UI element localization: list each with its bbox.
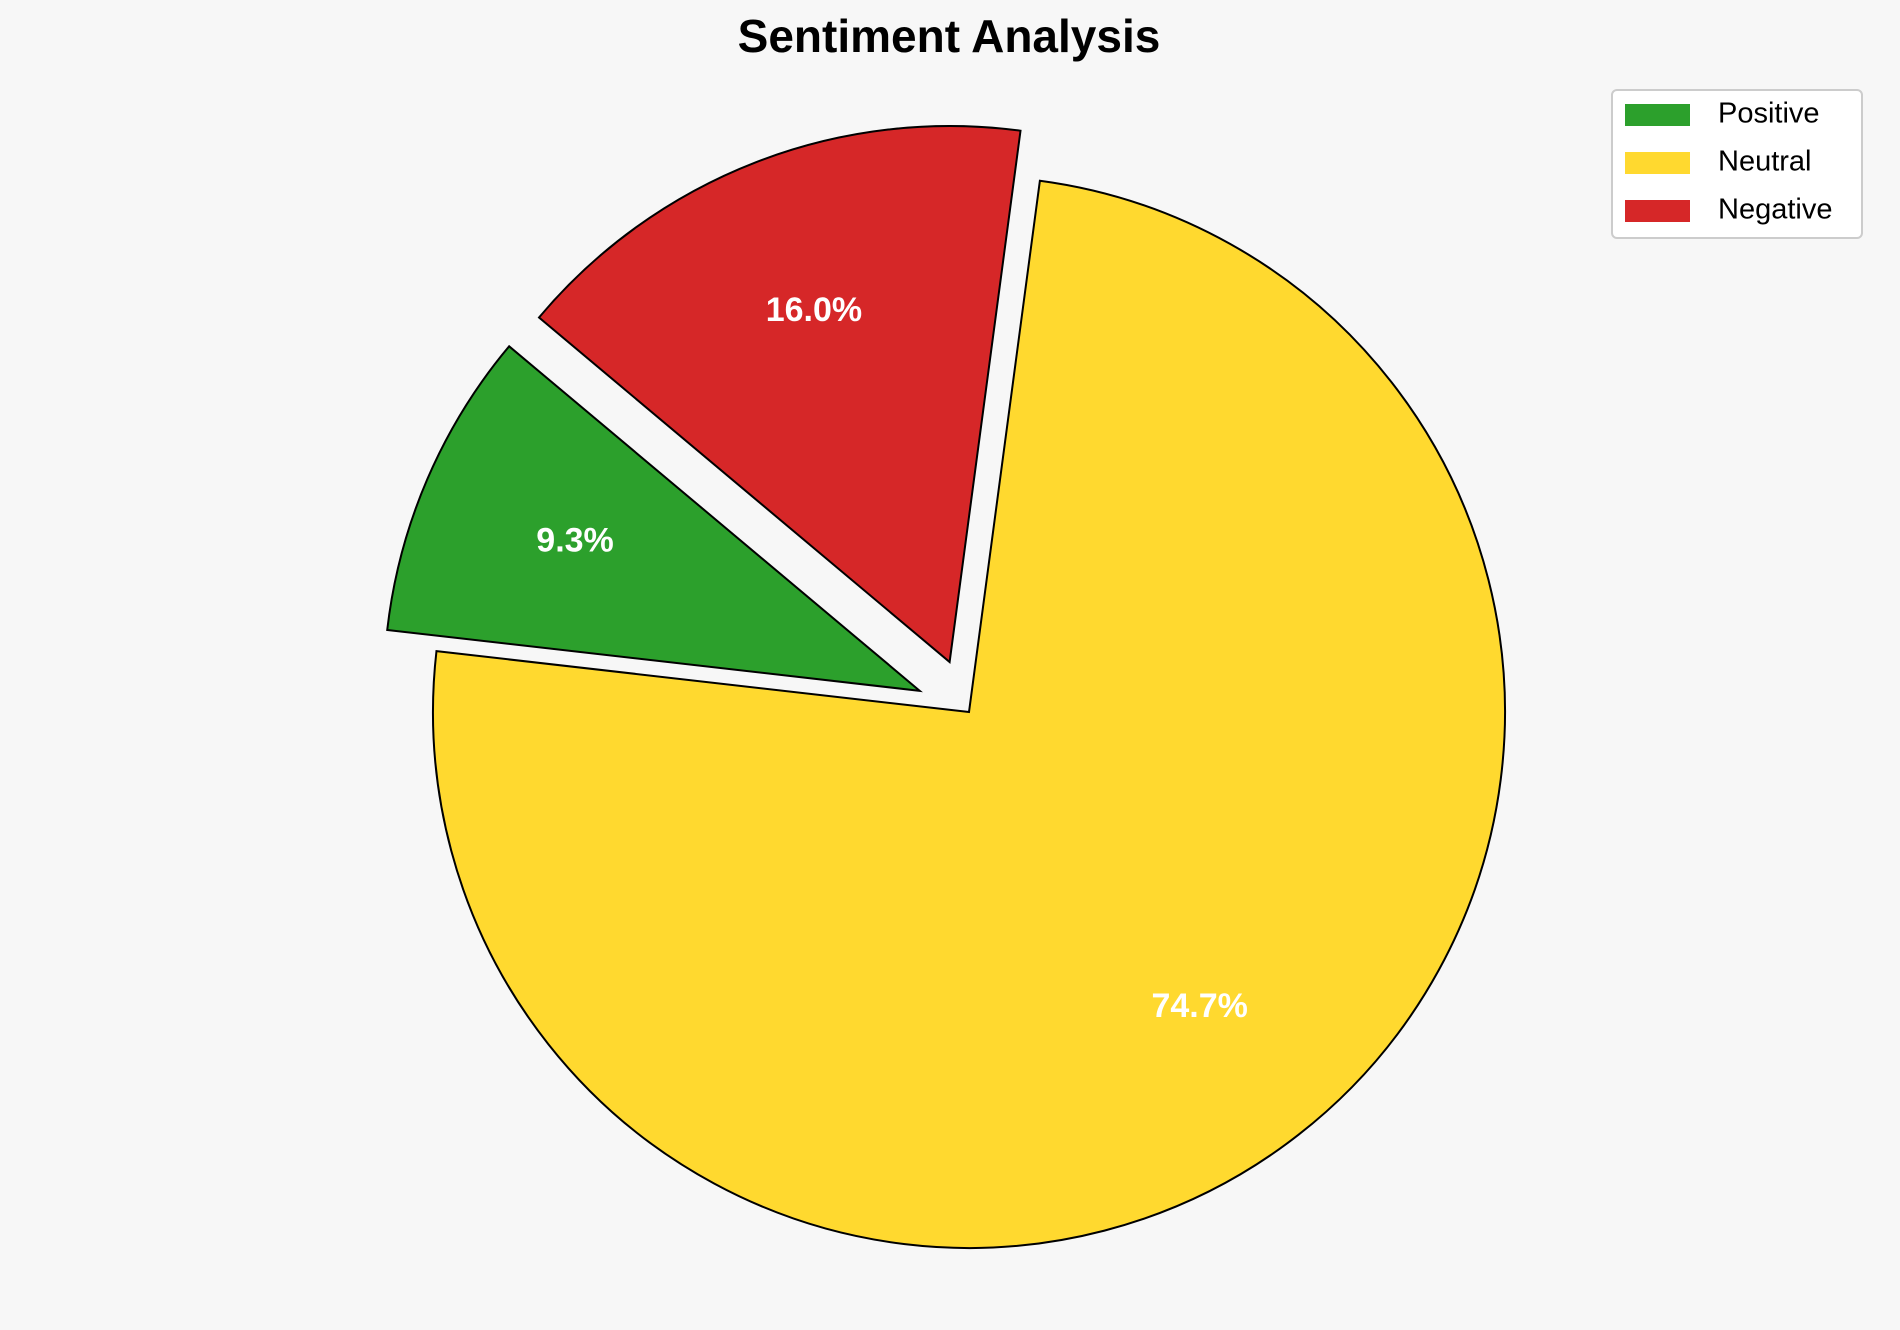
legend-swatch [1625,200,1690,222]
legend-label: Neutral [1718,146,1812,178]
legend-label: Positive [1718,98,1820,130]
legend-swatch [1625,152,1690,174]
slice-label: 16.0% [766,291,862,329]
pie-slice [432,179,1506,1249]
slice-label: 74.7% [1151,987,1247,1025]
legend-swatch [1625,104,1690,126]
slice-label: 9.3% [536,522,614,560]
pie: 9.3% 74.7% 16.0% [386,125,1506,1249]
legend: Positive Neutral Negative [1611,89,1863,239]
pie-slice [386,344,923,693]
pie-slice [537,125,1022,664]
chart-title: Sentiment Analysis [738,10,1161,62]
legend-label: Negative [1718,194,1832,226]
